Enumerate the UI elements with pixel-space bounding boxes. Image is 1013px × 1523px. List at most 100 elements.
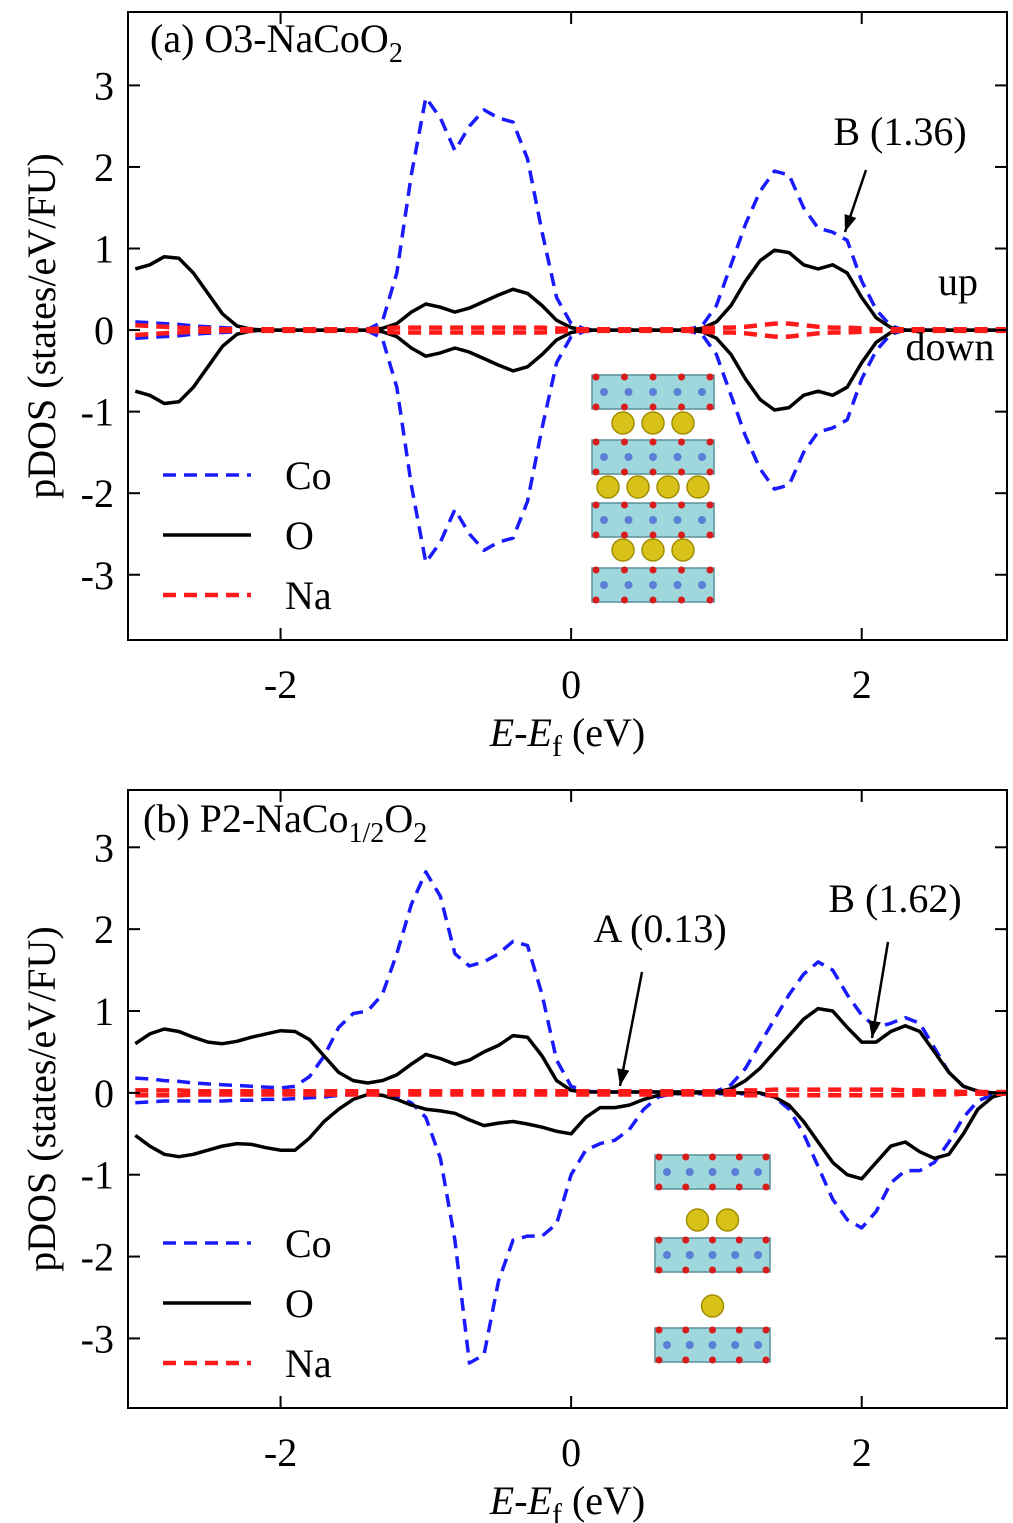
o-atom	[649, 596, 657, 604]
o-atom	[678, 501, 685, 509]
y-tick-label: -2	[81, 1235, 114, 1280]
x-axis-label-part: f	[552, 1498, 562, 1523]
legend-label: Na	[285, 1341, 332, 1386]
na-atom	[671, 538, 695, 562]
annotation: B (1.62)	[828, 876, 961, 921]
pdos-line	[135, 870, 1007, 1095]
co-atom	[754, 1168, 762, 1176]
o-atom	[592, 468, 600, 476]
y-tick-label: 0	[94, 308, 114, 353]
o-atom	[655, 1183, 663, 1191]
co-atom	[624, 581, 633, 589]
arrow-head	[844, 214, 857, 232]
na-atom	[596, 475, 620, 499]
na-atom	[700, 1294, 725, 1318]
y-tick-label: 1	[94, 227, 114, 272]
o-atom	[649, 501, 657, 509]
o-atom	[649, 468, 657, 476]
pdos-line	[135, 1091, 1007, 1098]
o-atom	[621, 468, 628, 476]
co-atom	[600, 516, 608, 524]
co-atom	[731, 1168, 740, 1176]
o-atom	[592, 438, 600, 446]
o-atom	[655, 1236, 663, 1244]
co-atom	[685, 1251, 694, 1259]
co-atom	[624, 388, 633, 396]
co-atom	[708, 1251, 717, 1259]
co-atom	[754, 1341, 762, 1349]
pdos-line	[134, 1091, 1008, 1181]
plot-frame	[127, 11, 1008, 641]
o-atom	[762, 1326, 770, 1334]
co-atom	[663, 1341, 671, 1349]
x-axis-label-part: (eV)	[562, 710, 645, 755]
o-atom	[655, 1356, 663, 1364]
legend-label: O	[285, 513, 314, 558]
o-atom	[655, 1266, 663, 1274]
crystal-inset	[591, 373, 715, 604]
title-subscript: 2	[413, 818, 427, 849]
o-atom	[621, 501, 628, 509]
o-atom	[649, 566, 657, 574]
x-axis-label: E-Ef (eV)	[489, 1478, 645, 1523]
na-atom	[671, 411, 695, 435]
pdos-line	[135, 1087, 1007, 1095]
na-atom	[641, 411, 665, 435]
co-atom	[685, 1341, 694, 1349]
o-atom	[592, 501, 600, 509]
o-atom	[678, 596, 685, 604]
title-subscript: 1/2	[349, 818, 385, 849]
na-atom	[611, 411, 635, 435]
o-atom	[678, 438, 685, 446]
panel-title: (b) P2-NaCo1/2O2	[143, 796, 427, 849]
x-tick-label: 2	[852, 1430, 872, 1475]
y-tick-label: 3	[94, 825, 114, 870]
y-tick-label: 0	[94, 1071, 114, 1116]
co-atom	[673, 388, 682, 396]
o-atom	[706, 596, 714, 604]
o-atom	[706, 373, 714, 381]
pdos-line	[134, 1006, 1007, 1095]
co-atom	[731, 1341, 740, 1349]
co-atom	[600, 453, 608, 461]
o-atom	[762, 1183, 770, 1191]
o-atom	[592, 531, 600, 539]
y-axis-label: pDOS (states/eV/FU)	[19, 926, 64, 1272]
crystal-inset	[654, 1153, 771, 1364]
o-atom	[762, 1356, 770, 1364]
pdos-line	[134, 248, 1007, 332]
pdos-line	[135, 95, 1007, 332]
co-atom	[698, 453, 706, 461]
co-atom	[649, 516, 657, 524]
x-tick-label: -2	[264, 1430, 297, 1475]
x-axis-label: E-Ef (eV)	[489, 710, 645, 763]
o-atom	[735, 1266, 743, 1274]
o-atom	[735, 1153, 743, 1161]
co-atom	[698, 388, 706, 396]
o-atom	[709, 1153, 716, 1161]
o-atom	[682, 1326, 690, 1334]
o-atom	[706, 403, 714, 411]
o-atom	[706, 501, 714, 509]
annotation-arrow	[618, 971, 644, 1087]
o-atom	[735, 1356, 743, 1364]
co-atom	[673, 453, 682, 461]
o-atom	[735, 1236, 743, 1244]
x-axis-label-part: E	[489, 1478, 514, 1523]
x-tick-label: -2	[264, 662, 297, 707]
co-atom	[663, 1251, 671, 1259]
o-atom	[621, 403, 628, 411]
co-atom	[754, 1251, 762, 1259]
co-atom	[649, 581, 657, 589]
o-atom	[762, 1236, 770, 1244]
co-atom	[649, 453, 657, 461]
x-tick-label: 0	[561, 662, 581, 707]
co-atom	[600, 388, 608, 396]
o-atom	[709, 1356, 716, 1364]
pdos-line	[134, 328, 1007, 412]
o-atom	[621, 596, 628, 604]
na-atom	[641, 538, 665, 562]
co-atom	[649, 388, 657, 396]
pdos-line	[135, 1091, 1008, 1365]
annotation: B (1.36)	[833, 109, 966, 154]
